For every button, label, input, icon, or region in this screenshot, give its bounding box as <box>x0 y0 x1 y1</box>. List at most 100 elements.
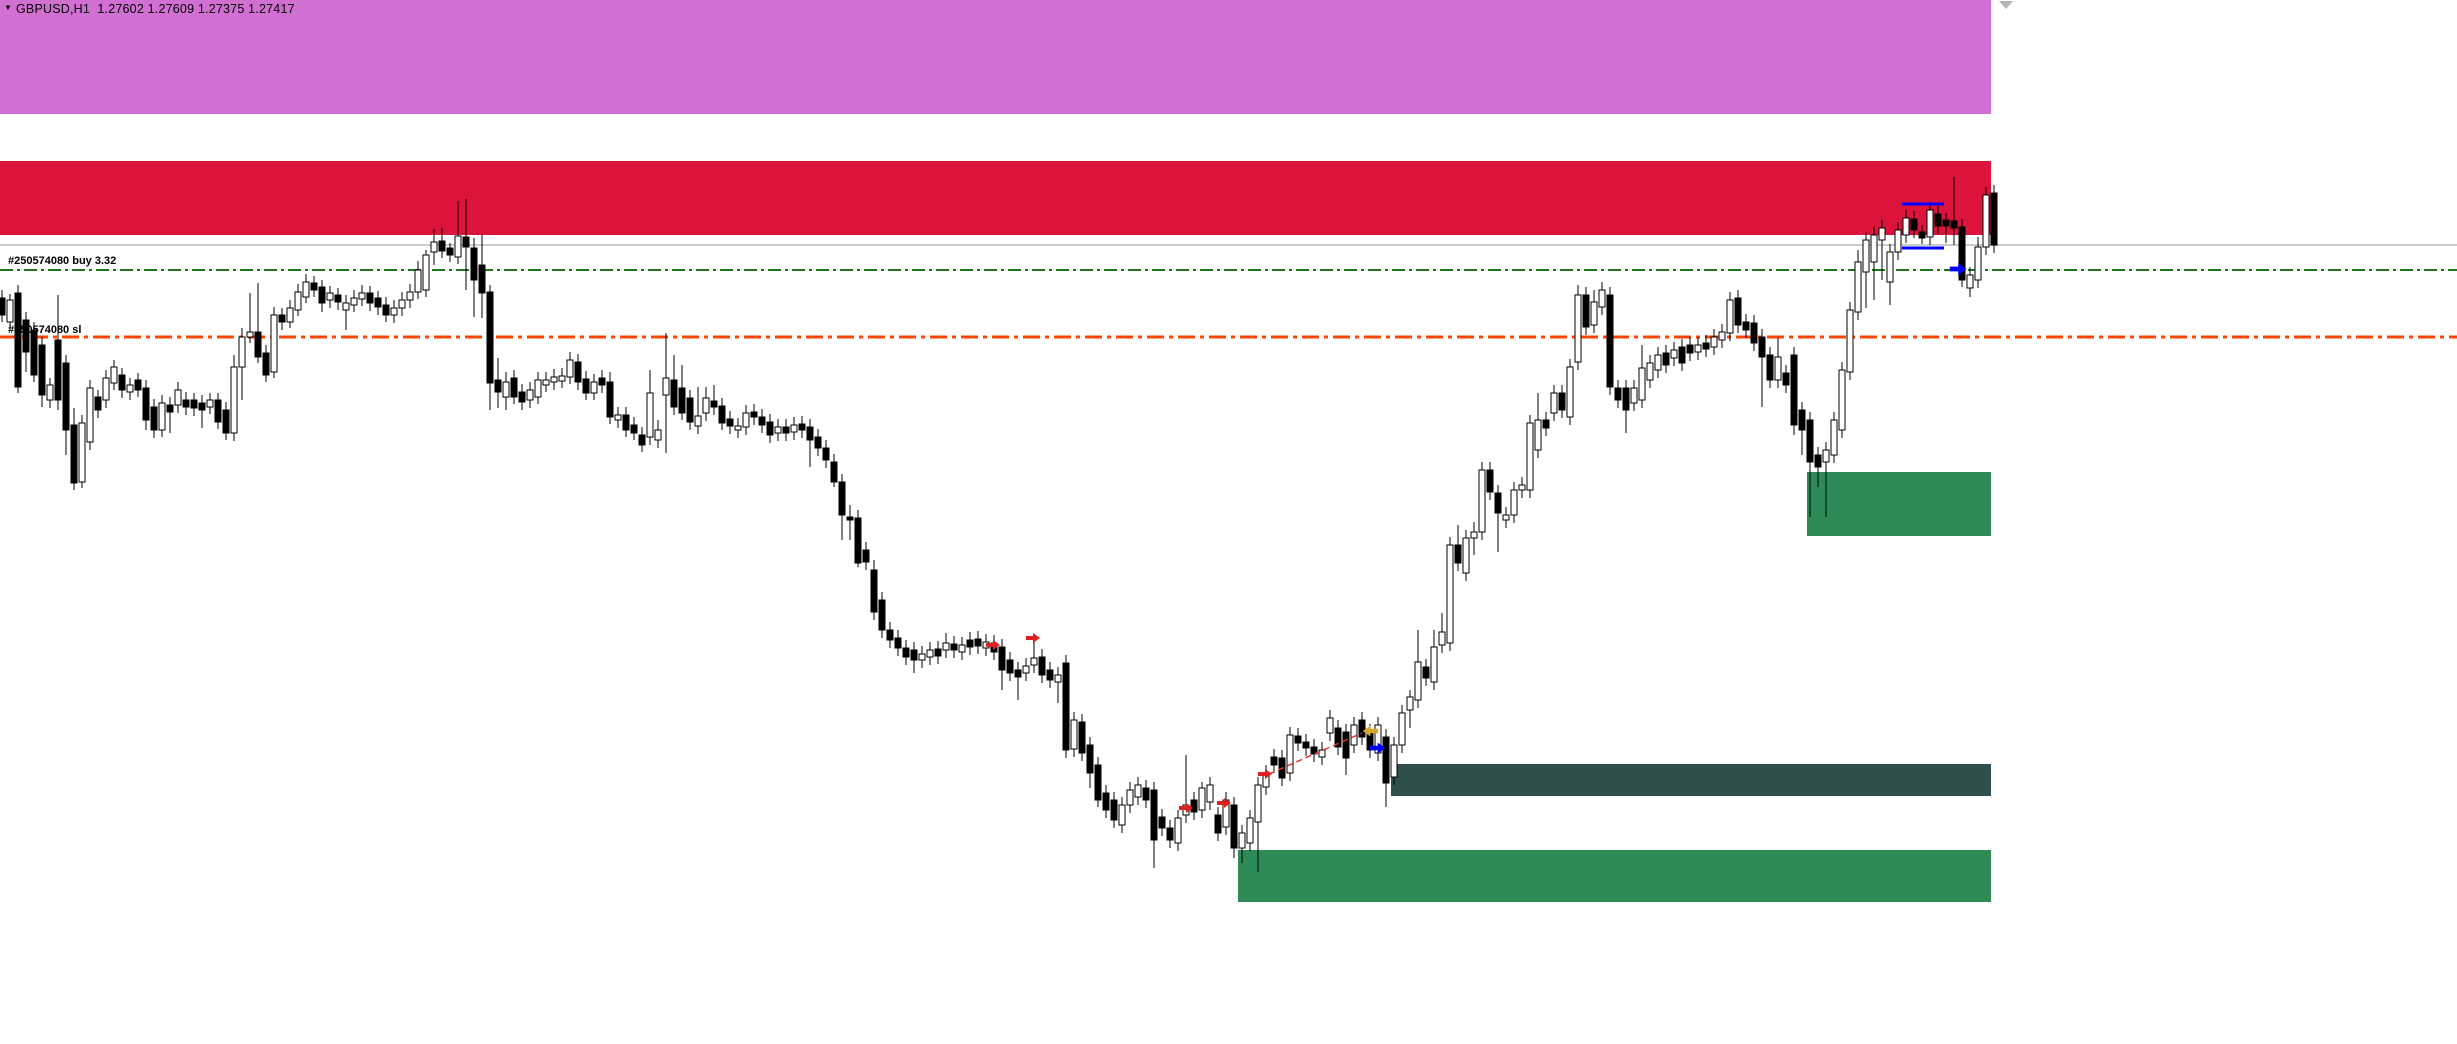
candle <box>1966 267 1974 297</box>
candle <box>694 387 702 434</box>
candle <box>622 407 630 437</box>
closed-trade-line[interactable] <box>1268 732 1363 775</box>
candle <box>1414 630 1422 708</box>
candle <box>1590 290 1598 333</box>
candle <box>590 374 598 400</box>
candle <box>942 633 950 658</box>
candle <box>1614 380 1622 408</box>
candle <box>1518 477 1526 498</box>
candle <box>1678 339 1686 371</box>
demand-zone-green-upper[interactable] <box>1807 472 1991 536</box>
candle <box>150 399 158 438</box>
candle <box>1806 412 1814 517</box>
candle <box>1598 282 1606 315</box>
candle <box>1294 728 1302 751</box>
deal-arrow-1[interactable] <box>986 640 1000 650</box>
candle <box>174 382 182 413</box>
candle <box>158 395 166 437</box>
supply-zone-magenta[interactable] <box>0 0 1991 114</box>
candle <box>1742 314 1750 338</box>
candle <box>494 358 502 408</box>
candle <box>718 398 726 430</box>
candle <box>1014 662 1022 700</box>
candle <box>0 290 6 322</box>
candle <box>974 631 982 654</box>
candle <box>566 352 574 384</box>
candle <box>1438 613 1446 653</box>
candle <box>486 285 494 410</box>
candle <box>1862 232 1870 308</box>
candle <box>1374 717 1382 761</box>
candle <box>1854 250 1862 320</box>
candle <box>1926 202 1934 245</box>
candle <box>926 642 934 665</box>
candle <box>862 542 870 570</box>
candle <box>1502 507 1510 528</box>
candle <box>1070 712 1078 757</box>
candle <box>878 592 886 638</box>
deal-arrow-4[interactable] <box>1217 798 1231 808</box>
candle <box>230 355 238 441</box>
candle <box>406 284 414 308</box>
candle <box>638 427 646 452</box>
candle <box>46 378 54 408</box>
candle <box>614 407 622 428</box>
candle <box>822 440 830 468</box>
demand-zone-teal[interactable] <box>1391 764 1991 796</box>
candle <box>1134 777 1142 805</box>
candle <box>518 384 526 410</box>
candle <box>62 355 70 455</box>
symbol-dropdown-icon[interactable]: ▼ <box>4 3 12 12</box>
candle <box>1486 462 1494 500</box>
candle <box>1454 525 1462 571</box>
candle <box>214 393 222 429</box>
chart-shift-icon[interactable] <box>1999 1 2013 9</box>
candle <box>182 392 190 415</box>
candle <box>166 397 174 433</box>
candle <box>1262 765 1270 795</box>
candle <box>1150 782 1158 868</box>
buy-entry-arrow[interactable] <box>1949 263 1967 275</box>
candle <box>1230 797 1238 858</box>
candle <box>1558 385 1566 418</box>
candle <box>1254 777 1262 872</box>
candle <box>710 385 718 415</box>
candle <box>894 630 902 656</box>
candle <box>1950 177 1958 245</box>
candle <box>134 373 142 397</box>
candle <box>238 328 246 400</box>
candle <box>830 454 838 487</box>
candle <box>390 300 398 323</box>
candle <box>1510 482 1518 523</box>
candle <box>1910 211 1918 238</box>
candle <box>1110 792 1118 828</box>
supply-zone-red[interactable] <box>0 161 1991 235</box>
candle <box>1838 362 1846 438</box>
candle <box>1054 667 1062 703</box>
candle <box>1390 737 1398 785</box>
candle <box>1550 385 1558 421</box>
candle <box>190 393 198 416</box>
candle <box>782 419 790 441</box>
candle <box>630 417 638 440</box>
candle <box>1270 749 1278 773</box>
candle <box>646 370 654 445</box>
demand-zone-green-lower[interactable] <box>1238 850 1991 902</box>
candle <box>262 345 270 382</box>
candle <box>1350 717 1358 753</box>
buy-deal-arrow[interactable] <box>1369 742 1386 754</box>
candle <box>14 285 22 393</box>
trade-open-arrow[interactable] <box>1258 769 1272 779</box>
candle <box>1670 342 1678 366</box>
candle <box>1990 185 1998 253</box>
deal-arrow-2[interactable] <box>1026 633 1040 643</box>
trade-close-arrow[interactable] <box>1362 725 1379 737</box>
candle <box>1654 347 1662 378</box>
candle <box>206 393 214 414</box>
candle <box>1166 820 1174 848</box>
candle <box>1638 345 1646 408</box>
candle <box>286 300 294 328</box>
deal-arrow-3[interactable] <box>1179 803 1193 813</box>
candle <box>1198 782 1206 818</box>
